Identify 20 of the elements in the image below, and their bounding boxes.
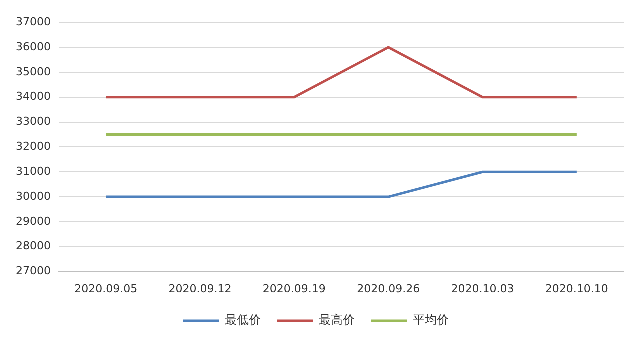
y-tick-label: 33000 — [16, 115, 51, 128]
y-tick-label: 36000 — [16, 40, 51, 54]
y-tick-label: 35000 — [16, 65, 51, 78]
y-tick-label: 32000 — [16, 140, 51, 154]
y-tick-label: 28000 — [16, 240, 51, 253]
y-tick-label: 31000 — [16, 164, 51, 178]
legend-label: 平均价 — [413, 313, 449, 328]
x-tick-label: 2020.10.10 — [545, 282, 608, 296]
y-tick-label: 34000 — [16, 90, 51, 104]
legend-label: 最低价 — [225, 313, 261, 328]
x-tick-label: 2020.09.05 — [74, 282, 138, 296]
y-tick-label: 27000 — [16, 264, 51, 278]
y-tick-label: 37000 — [16, 15, 51, 28]
x-tick-label: 2020.09.12 — [168, 282, 232, 296]
x-tick-label: 2020.10.03 — [451, 282, 514, 296]
y-tick-label: 29000 — [16, 214, 51, 228]
x-tick-label: 2020.09.26 — [357, 282, 420, 296]
x-tick-label: 2020.09.19 — [262, 282, 326, 296]
legend-label: 最高价 — [319, 313, 355, 328]
y-tick-label: 30000 — [16, 190, 51, 203]
